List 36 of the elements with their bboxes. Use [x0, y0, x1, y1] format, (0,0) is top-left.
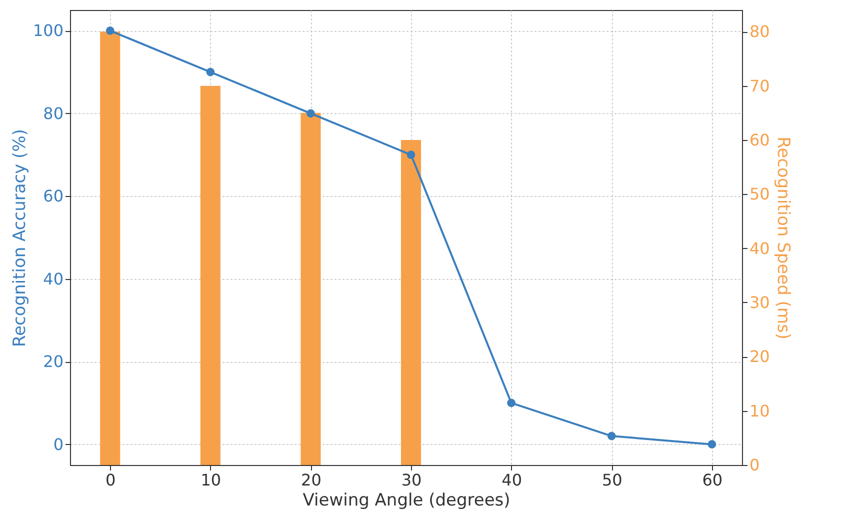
- y2-tick-label: 10: [750, 401, 770, 420]
- bar: [200, 86, 220, 465]
- point: [406, 150, 416, 159]
- y2-tick-label: 20: [750, 347, 770, 366]
- x-tick-label: 40: [502, 470, 522, 490]
- x-tick-label: 0: [106, 470, 116, 490]
- y2-tick-label: 70: [750, 76, 770, 96]
- point: [708, 440, 716, 448]
- bar: [100, 32, 120, 465]
- y2-tick-label: 0: [750, 456, 760, 474]
- x-tick-label: 60: [702, 470, 723, 490]
- y2-tick-label: 50: [750, 184, 770, 204]
- bar: [300, 112, 321, 465]
- y-tick-label: 0: [53, 434, 64, 454]
- y2-tick-label: 80: [750, 22, 770, 42]
- point: [106, 26, 114, 35]
- point: [206, 68, 215, 76]
- y-tick-label: 20: [43, 352, 64, 372]
- bar: [400, 140, 422, 465]
- point: [507, 398, 516, 408]
- y-tick-label: 40: [43, 269, 64, 288]
- y2-tick-label: 40: [750, 238, 770, 258]
- y2-axis-title: Recognition Speed (ms): [772, 136, 793, 340]
- y-tick-label: 80: [43, 104, 64, 123]
- y2-tick-label: 60: [750, 130, 770, 150]
- x-tick-label: 50: [602, 470, 622, 490]
- x-tick-label: 10: [200, 470, 222, 490]
- point: [607, 432, 616, 440]
- y-tick-label: 60: [43, 186, 64, 206]
- x-tick-label: 20: [301, 470, 322, 490]
- y-tick-label: 100: [32, 21, 64, 40]
- x-tick-label: 30: [401, 470, 422, 490]
- y-axis-title: Recognition Accuracy (%): [10, 129, 30, 347]
- x-axis-title: Viewing Angle (degrees): [302, 490, 510, 510]
- y2-tick-label: 30: [750, 293, 770, 312]
- point: [306, 109, 315, 118]
